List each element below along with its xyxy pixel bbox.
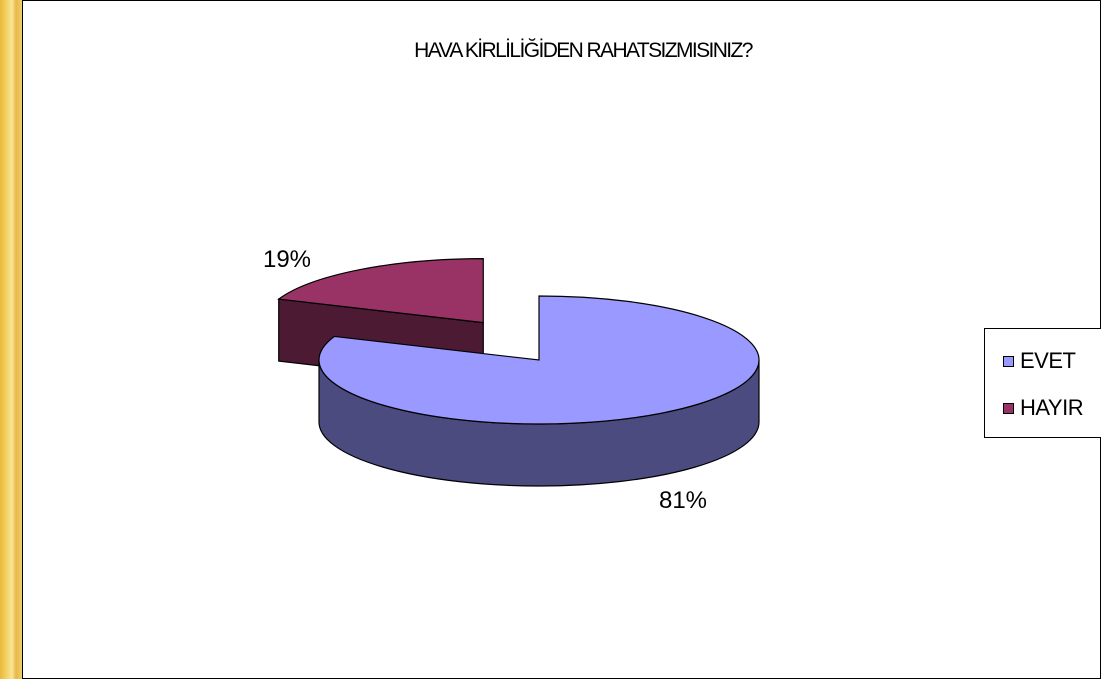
data-label-evet: 81%: [659, 487, 707, 514]
legend-label-hayir: HAYIR: [1020, 395, 1084, 420]
pie-chart: HAVA KİRLİLİĞİDEN RAHATSIZMISINIZ? 19% 8…: [263, 39, 760, 514]
pie-slices: [277, 258, 760, 487]
chart-area: HAVA KİRLİLİĞİDEN RAHATSIZMISINIZ? 19% 8…: [22, 0, 1101, 679]
slice-evet-top: [318, 295, 760, 425]
legend-swatch-hayir: [1003, 402, 1014, 414]
slice-hayir-top: [277, 258, 484, 324]
legend-swatch-evet: [1003, 355, 1014, 367]
data-label-hayir: 19%: [263, 246, 311, 273]
legend-item-evet: EVET: [1003, 348, 1076, 374]
legend-label-evet: EVET: [1020, 348, 1076, 373]
chart-title: HAVA KİRLİLİĞİDEN RAHATSIZMISINIZ?: [414, 39, 753, 62]
legend-item-hayir: HAYIR: [1003, 395, 1084, 421]
chart-legend: EVET HAYIR: [984, 328, 1101, 438]
